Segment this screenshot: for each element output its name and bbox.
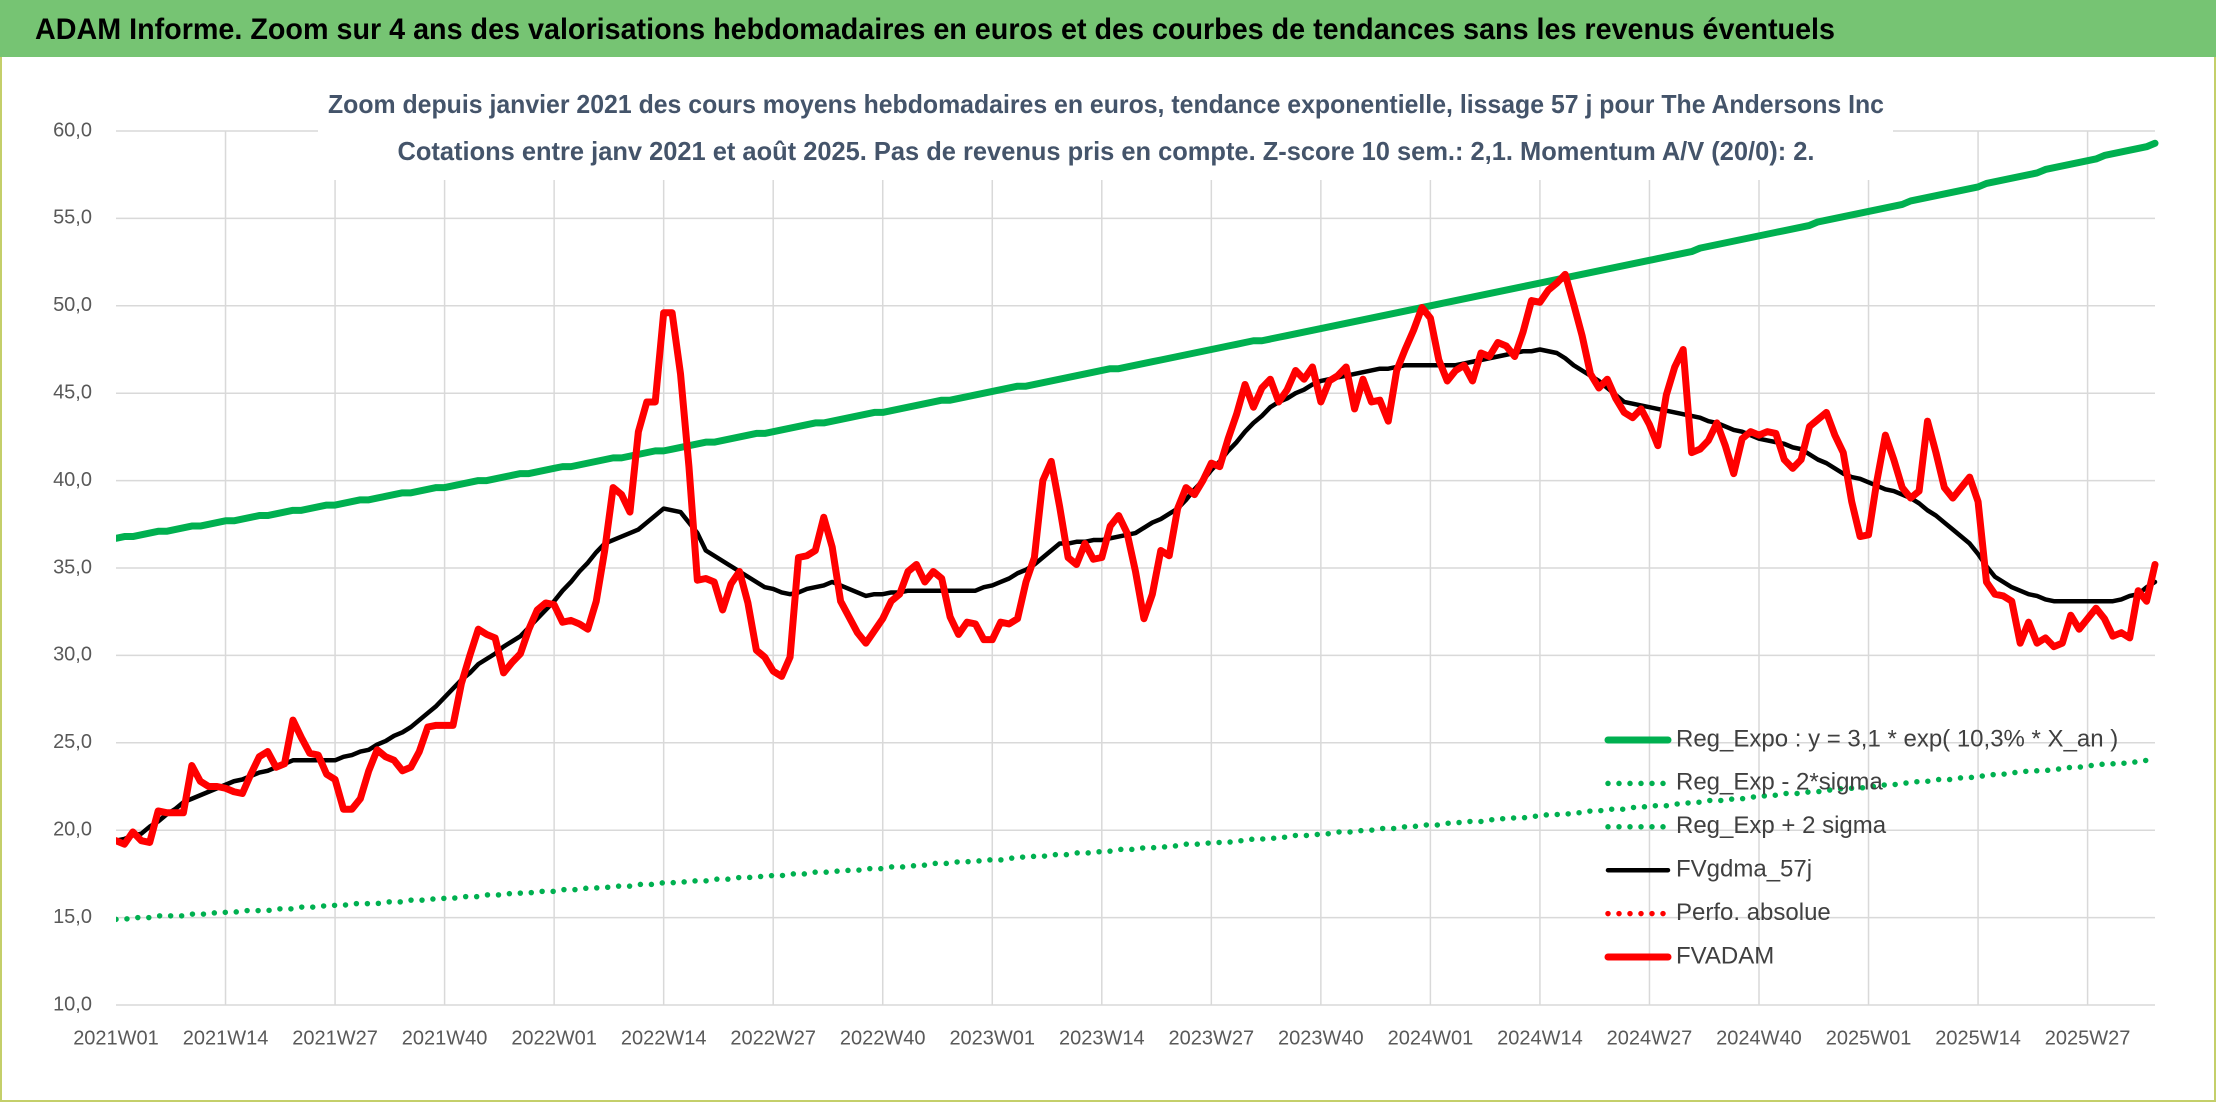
subtitle-box — [318, 80, 1893, 180]
x-tick-label: 2022W40 — [840, 1027, 926, 1049]
x-tick-label: 2022W01 — [511, 1027, 597, 1049]
plot-area — [116, 139, 2159, 923]
series-line — [116, 270, 2159, 848]
chart-title: ADAM Informe. Zoom sur 4 ans des valoris… — [35, 13, 1835, 46]
legend: Reg_Expo : y = 3,1 * exp( 10,3% * X_an )… — [1604, 725, 2118, 969]
legend-label: Reg_Exp + 2 sigma — [1676, 812, 1887, 839]
subtitle: Cotations entre janv 2021 et août 2025. … — [398, 136, 1815, 166]
x-tick-label: 2025W01 — [1826, 1027, 1912, 1049]
x-tick-label: 2023W14 — [1059, 1027, 1145, 1049]
x-tick-label: 2023W40 — [1278, 1027, 1364, 1049]
header-bar — [0, 0, 2216, 57]
x-tick-label: 2025W14 — [1935, 1027, 2021, 1049]
y-tick-label: 50,0 — [53, 294, 92, 316]
subtitle: Zoom depuis janvier 2021 des cours moyen… — [328, 89, 1884, 119]
x-tick-label: 2024W40 — [1716, 1027, 1802, 1049]
x-tick-label: 2025W27 — [2045, 1027, 2131, 1049]
legend-label: FVADAM — [1676, 942, 1774, 969]
x-tick-label: 2022W27 — [730, 1027, 816, 1049]
legend-label: Perfo. absolue — [1676, 899, 1831, 926]
y-tick-label: 30,0 — [53, 644, 92, 666]
legend-label: Reg_Expo : y = 3,1 * exp( 10,3% * X_an ) — [1676, 725, 2118, 752]
series-line — [116, 139, 2159, 542]
x-tick-label: 2022W14 — [621, 1027, 707, 1049]
legend-label: Reg_Exp - 2*sigma — [1676, 769, 1883, 796]
y-tick-label: 60,0 — [53, 119, 92, 141]
y-tick-label: 40,0 — [53, 469, 92, 491]
legend-label: FVgdma_57j — [1676, 856, 1812, 883]
y-tick-label: 10,0 — [53, 993, 92, 1015]
x-tick-label: 2024W14 — [1497, 1027, 1583, 1049]
series-line — [116, 757, 2158, 923]
x-tick-label: 2024W27 — [1607, 1027, 1693, 1049]
x-tick-label: 2024W01 — [1388, 1027, 1474, 1049]
x-tick-label: 2021W01 — [73, 1027, 159, 1049]
x-tick-label: 2023W01 — [949, 1027, 1035, 1049]
x-tick-label: 2021W40 — [402, 1027, 488, 1049]
x-tick-label: 2021W27 — [292, 1027, 378, 1049]
y-tick-label: 20,0 — [53, 818, 92, 840]
series-line — [116, 347, 2158, 843]
y-tick-label: 45,0 — [53, 381, 92, 403]
y-tick-label: 15,0 — [53, 906, 92, 928]
x-tick-label: 2023W27 — [1169, 1027, 1255, 1049]
x-tick-label: 2021W14 — [183, 1027, 269, 1049]
y-tick-label: 55,0 — [53, 207, 92, 229]
y-tick-label: 25,0 — [53, 731, 92, 753]
y-tick-label: 35,0 — [53, 556, 92, 578]
